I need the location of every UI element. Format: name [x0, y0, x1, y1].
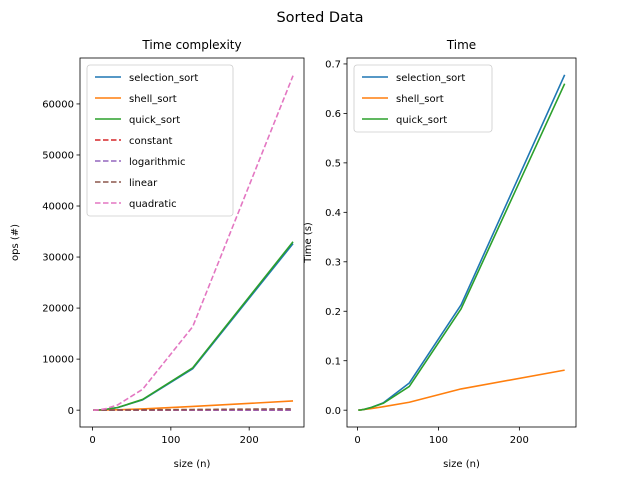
x-axis-label: size (n) — [174, 459, 211, 470]
legend: selection_sort shell_sort quick_sort — [353, 64, 493, 133]
series-line-quick_sort — [358, 83, 566, 411]
axes-frame — [346, 57, 577, 428]
legend-entry-selection_sort: selection_sort — [129, 73, 198, 84]
legend-entry-selection_sort: selection_sort — [396, 73, 465, 84]
y-tick-label: 20000 — [42, 304, 74, 315]
y-tick-label: 0.5 — [325, 158, 341, 169]
y-tick-label: 0.3 — [325, 257, 341, 268]
x-axis-label: size (n) — [443, 459, 480, 470]
x-tick-label: 0 — [354, 435, 360, 446]
x-tick-label: 0 — [89, 435, 95, 446]
legend-box — [353, 64, 493, 133]
y-tick-label: 50000 — [42, 151, 74, 162]
x-tick-label: 100 — [429, 435, 448, 446]
legend-entry-quick_sort: quick_sort — [129, 115, 180, 126]
x-tick-label: 100 — [161, 435, 180, 446]
y-tick-label: 0.2 — [325, 307, 341, 318]
y-tick-label: 0 — [68, 406, 74, 417]
figure-suptitle: Sorted Data — [276, 10, 363, 26]
series-line-selection_sort — [93, 243, 294, 411]
y-tick-label: 30000 — [42, 253, 74, 264]
y-tick-label: 10000 — [42, 355, 74, 366]
legend-entry-shell_sort: shell_sort — [129, 94, 177, 105]
x-tick-label: 200 — [240, 435, 259, 446]
x-tick-label: 200 — [510, 435, 529, 446]
axes-frame — [79, 57, 305, 428]
legend-box — [86, 64, 234, 217]
y-tick-label: 0.6 — [325, 109, 341, 120]
y-tick-label: 0.1 — [325, 356, 341, 367]
legend-entry-logarithmic: logarithmic — [129, 157, 186, 168]
series-line-quadratic — [93, 75, 294, 411]
chart-time-complexity: 0 100 200 0 10000 20000 30000 40000 50000 60000 Ti… — [10, 38, 305, 470]
y-tick-label: 60000 — [42, 100, 74, 111]
legend-entry-quadratic: quadratic — [129, 199, 177, 210]
y-axis-label: ops (#) — [10, 224, 21, 261]
legend-entry-shell_sort: shell_sort — [396, 94, 444, 105]
y-axis-label: Time (s) — [303, 222, 314, 264]
y-tick-label: 40000 — [42, 202, 74, 213]
chart-title: Time complexity — [141, 38, 241, 52]
y-tick-label: 0.0 — [325, 406, 341, 417]
chart-time: 0 100 200 0.0 0.1 0.2 0.3 0.4 0.5 0.6 0.7 Time size … — [303, 38, 577, 470]
legend-entry-linear: linear — [129, 178, 158, 189]
chart-title: Time — [446, 38, 476, 52]
series-line-shell_sort — [358, 369, 565, 411]
series-line-quick_sort — [93, 241, 294, 411]
legend: selection_sort shell_sort quick_sortconsta… — [86, 64, 234, 217]
legend-entry-quick_sort: quick_sort — [396, 115, 447, 126]
y-tick-label: 0.4 — [325, 208, 341, 219]
legend-entry-constant: constant — [129, 136, 173, 147]
y-tick-label: 0.7 — [325, 60, 341, 71]
